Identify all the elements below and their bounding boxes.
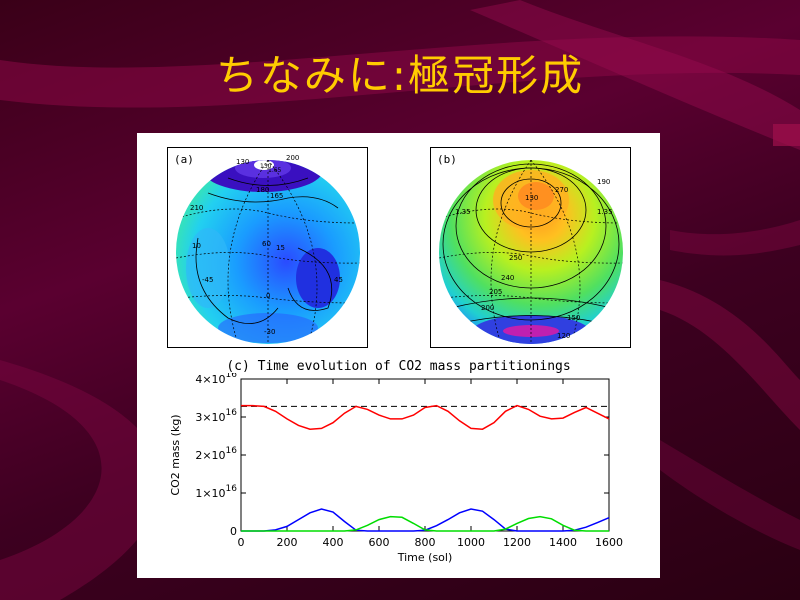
- y-tick-label: 2×1016: [195, 446, 237, 462]
- contour-label: 180: [256, 186, 269, 194]
- contour-label: 200: [286, 154, 299, 162]
- contour-label: 120: [557, 332, 570, 340]
- contour-label: 130: [260, 163, 272, 170]
- contour-label: 1.35: [597, 208, 613, 216]
- x-tick-label: 400: [323, 536, 344, 549]
- contour-label: 205: [489, 288, 502, 296]
- contour-label: 60: [262, 240, 271, 248]
- contour-label: 1.35: [455, 208, 471, 216]
- x-tick-label: 200: [277, 536, 298, 549]
- x-axis-label: Time (sol): [397, 551, 453, 564]
- x-tick-label: 600: [369, 536, 390, 549]
- plot-frame: [240, 378, 610, 532]
- slide-title: ちなみに:極冠形成: [215, 51, 585, 100]
- contour-label: 1.65: [268, 167, 282, 174]
- x-tick-label: 1200: [503, 536, 531, 549]
- contour-label: 45: [334, 276, 343, 284]
- globe-b-label: (b): [437, 153, 457, 166]
- x-tick-label: 800: [415, 536, 436, 549]
- contour-label: 270: [555, 186, 568, 194]
- y-tick-label: 3×1016: [195, 408, 237, 424]
- globe-b-map: 130 270 190 1.35 1.35 250 200 205 240 15…: [439, 160, 623, 344]
- contour-label: 200: [481, 304, 494, 312]
- x-tick-label: 0: [238, 536, 245, 549]
- contour-label: 210: [190, 204, 203, 212]
- contour-label: 165: [270, 192, 283, 200]
- contour-label: 130: [236, 158, 249, 166]
- co2-line-chart: 0 200 400 600 800 1000 1200 1400 1600 0 1×1016 2×10…: [169, 373, 623, 564]
- contour-label: -45: [202, 276, 213, 284]
- contour-label: 250: [509, 254, 522, 262]
- globe-b-frame: (b): [430, 147, 631, 348]
- globe-a-map: 130 200 165 180 210 10 -45 60 0 15 45 -3…: [176, 154, 360, 344]
- x-tick-label: 1400: [549, 536, 577, 549]
- y-tick-label: 4×1016: [195, 373, 237, 386]
- y-tick-label: 1×1016: [195, 484, 237, 500]
- x-tick-label: 1000: [457, 536, 485, 549]
- figure-panel: (a): [137, 133, 660, 578]
- contour-label: 0: [266, 292, 270, 300]
- globe-a-frame: (a): [167, 147, 368, 348]
- contour-label: 15: [276, 244, 285, 252]
- y-tick-label: 0: [230, 525, 237, 538]
- series-line-0: [241, 404, 610, 430]
- contour-label: -30: [264, 328, 275, 336]
- contour-label: 10: [192, 242, 201, 250]
- y-axis-label: CO2 mass (kg): [169, 414, 182, 495]
- series-line-2: [241, 515, 609, 532]
- contour-label: 150: [567, 314, 580, 322]
- contour-label: 130: [525, 194, 538, 202]
- chart-title: (c) Time evolution of CO2 mass partition…: [226, 359, 571, 374]
- contour-label: 240: [501, 274, 514, 282]
- x-tick-label: 1600: [595, 536, 623, 549]
- globe-a-label: (a): [174, 153, 194, 166]
- contour-label: 190: [597, 178, 610, 186]
